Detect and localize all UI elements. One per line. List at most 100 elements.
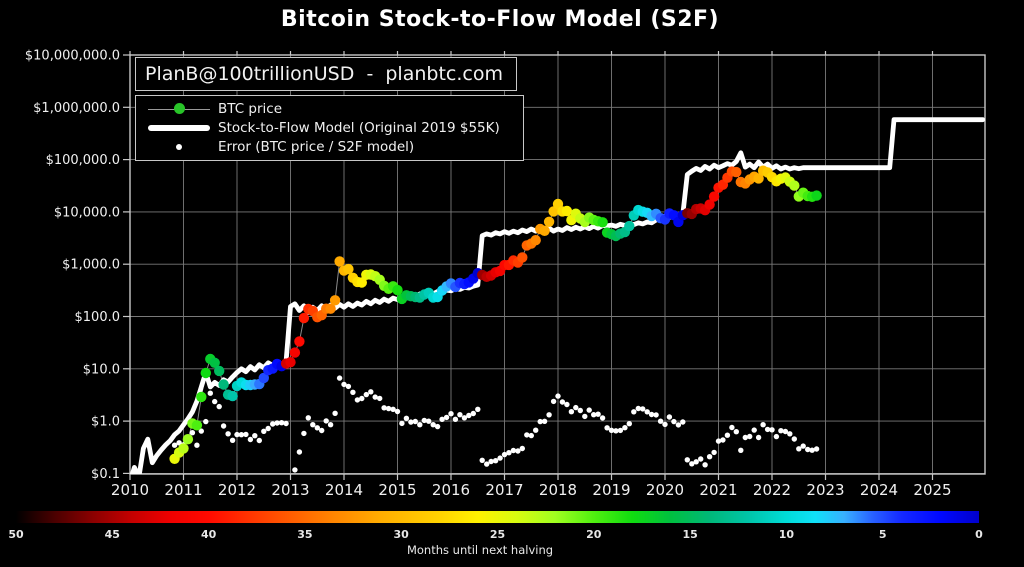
btc-price-dot (294, 336, 305, 347)
x-tick-label: 2020 (646, 481, 684, 499)
error-dot (755, 434, 762, 441)
error-dot (644, 409, 650, 415)
x-tick-label: 2024 (860, 481, 898, 499)
x-tick-label: 2016 (432, 481, 470, 499)
error-dot (443, 414, 450, 421)
error-dot (305, 415, 311, 421)
btc-price-dot (227, 390, 238, 402)
colorbar-ticks: 50 45 40 35 30 25 20 15 10 5 0 (8, 528, 982, 542)
error-dot (528, 432, 534, 439)
btc-price-dot (356, 277, 367, 288)
error-dot (533, 427, 539, 433)
green-dot-icon (173, 103, 185, 115)
btc-price-dot (289, 347, 301, 358)
btc-price-dot (543, 216, 555, 227)
error-dot (314, 425, 320, 431)
error-dot (604, 425, 610, 431)
error-dot (559, 399, 566, 405)
error-dot (693, 459, 699, 465)
error-dot (247, 436, 254, 443)
colorbar-tick-label: 25 (489, 528, 506, 541)
error-dot (689, 461, 695, 467)
colorbar-tick-label: 5 (878, 528, 887, 541)
error-dot (711, 449, 717, 456)
btc-price-marker (148, 103, 210, 115)
error-dot (577, 407, 583, 414)
error-dot (702, 462, 708, 468)
error-dot (176, 440, 182, 446)
error-dot (377, 395, 383, 402)
x-tick-label: 2011 (164, 481, 202, 499)
error-dot (421, 417, 427, 424)
colorbar-tick-label: 40 (200, 528, 217, 541)
error-dot (336, 375, 343, 381)
error-dot (171, 442, 178, 448)
btc-price-dot (182, 434, 194, 445)
x-tick-label: 2019 (592, 481, 630, 499)
error-dot (524, 432, 530, 438)
btc-price-dot (753, 173, 764, 184)
error-dot (283, 420, 289, 427)
btc-price-dot (624, 220, 635, 232)
error-dot (229, 437, 236, 443)
x-axis-labels: 2010 2011 2012 2013 2014 2015 2016 2017 2018 2019… (111, 481, 952, 499)
error-dot (323, 418, 329, 424)
error-dot (510, 447, 517, 454)
error-dot (582, 413, 588, 420)
x-tick-label: 2022 (753, 481, 791, 499)
error-dot (350, 389, 356, 395)
error-dot (657, 418, 664, 424)
x-tick-label: 2013 (271, 481, 309, 499)
error-dot (359, 395, 365, 402)
y-tick-label: $10.0 (83, 362, 120, 377)
error-dot (270, 421, 276, 427)
error-dot (301, 430, 307, 437)
colorbar-tick-label: 30 (393, 528, 409, 541)
error-dot (292, 467, 298, 473)
btc-price-dot (811, 190, 822, 201)
model-marker (148, 125, 210, 131)
error-dot (479, 457, 485, 463)
colorbar-tick-label: 45 (104, 528, 120, 541)
btc-price-dot (517, 252, 528, 263)
watermark-box: PlanB@100trillionUSD - planbtc.com (135, 57, 517, 91)
error-dot (613, 428, 619, 434)
error-dot (403, 415, 410, 421)
error-dot (764, 426, 771, 433)
btc-price-dot (704, 199, 715, 210)
colorbar-tick-label: 20 (586, 528, 602, 541)
error-dot (805, 446, 811, 453)
error-dot (372, 394, 378, 400)
error-dot (452, 416, 459, 422)
y-axis-labels: $10,000,000.0 $1,000,000.0 $100,000.0 $10,0… (25, 49, 120, 482)
error-dot (796, 446, 802, 452)
error-dot (662, 421, 668, 428)
error-dot (738, 447, 744, 453)
error-dot (332, 410, 338, 416)
btc-price-dot (214, 365, 225, 377)
y-tick-label: $1,000,000.0 (33, 101, 120, 116)
error-dot (265, 425, 271, 432)
x-tick-label: 2021 (699, 481, 737, 499)
error-dot (203, 418, 209, 425)
error-dot (760, 422, 766, 428)
y-tick-label: $1.0 (91, 415, 120, 430)
halving-colorbar (16, 511, 979, 523)
error-dot (631, 409, 637, 415)
error-dot (769, 427, 775, 433)
y-tick-label: $10,000.0 (54, 205, 120, 220)
error-dot (591, 412, 597, 418)
error-dot (439, 416, 445, 422)
legend-label-model: Stock-to-Flow Model (Original 2019 $55K) (218, 119, 500, 136)
error-dot (778, 428, 784, 434)
error-dot (586, 407, 592, 413)
x-tick-label: 2015 (378, 481, 416, 499)
error-dot (394, 408, 401, 415)
error-dot (635, 405, 641, 412)
error-dot (189, 430, 196, 436)
btc-price-dot (530, 235, 541, 246)
error-dot (417, 422, 423, 428)
error-dot (653, 412, 659, 418)
error-dot (724, 432, 731, 438)
